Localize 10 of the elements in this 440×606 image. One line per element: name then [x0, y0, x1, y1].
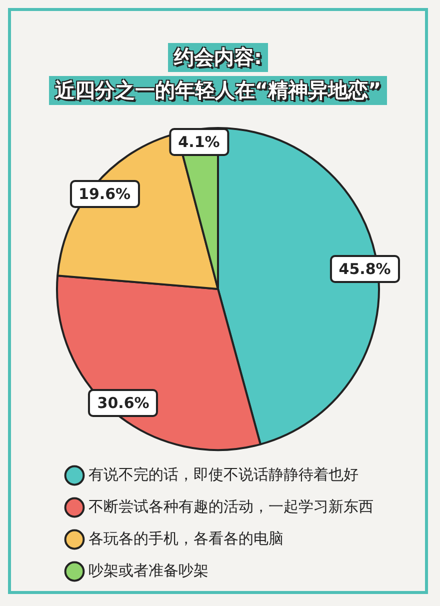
data-label: 45.8% [330, 255, 400, 284]
data-label: 19.6% [70, 180, 140, 208]
data-label: 4.1% [169, 128, 229, 156]
legend-label: 有说不完的话，即使不说话静静待着也好 [88, 465, 358, 484]
legend-label: 吵架或者准备吵架 [88, 561, 208, 580]
data-label: 30.6% [88, 388, 158, 417]
chart-subtitle: 近四分之一的年轻人在“精神异地恋” [48, 76, 388, 105]
legend-label: 各玩各的手机，各看各的电脑 [88, 529, 284, 548]
legend-label: 不断尝试各种有趣的活动，一起学习新东西 [88, 497, 374, 516]
chart-title: 约会内容: [168, 43, 268, 72]
